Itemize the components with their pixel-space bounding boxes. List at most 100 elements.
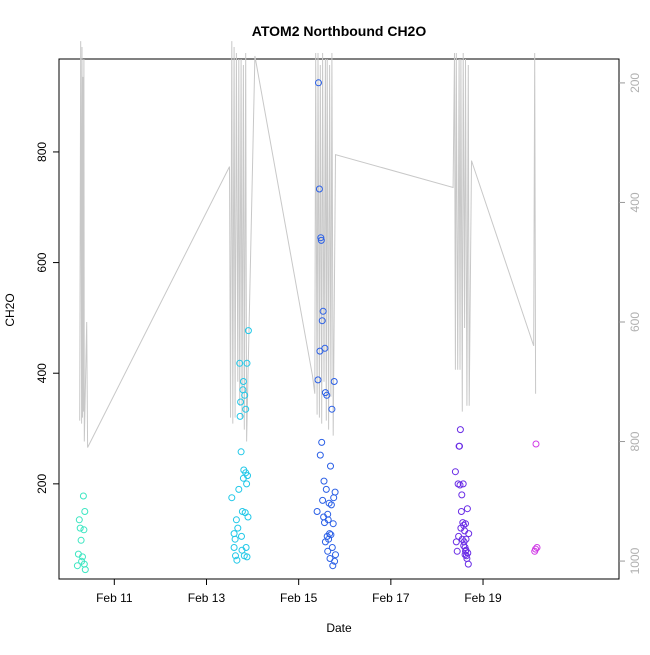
data-point <box>330 494 338 502</box>
data-point <box>324 547 332 555</box>
data-point <box>316 451 324 459</box>
data-point <box>315 185 323 193</box>
y-tick-label: 800 <box>35 142 49 162</box>
data-point <box>453 547 461 555</box>
data-point <box>321 538 329 546</box>
data-point <box>456 442 463 450</box>
data-point <box>461 551 469 559</box>
data-point <box>315 79 322 87</box>
data-point <box>319 307 327 315</box>
data-point <box>322 485 330 493</box>
data-points-layer <box>73 79 541 574</box>
x-tick-label: Feb 13 <box>188 591 226 605</box>
data-point <box>324 516 332 524</box>
data-point <box>242 405 250 413</box>
plot-frame <box>58 58 620 580</box>
data-point <box>327 501 335 509</box>
x-tick-label: Feb 15 <box>280 591 318 605</box>
data-point <box>459 480 467 488</box>
data-point <box>80 560 88 568</box>
data-point <box>532 440 540 448</box>
right-tick-label: 400 <box>628 192 642 212</box>
data-point <box>329 562 337 570</box>
axis-layer: Feb 11 Feb 13 Feb 15 Feb 17 Feb 19 200 400 600 8… <box>35 73 642 605</box>
data-point <box>330 378 338 385</box>
data-point <box>317 234 325 242</box>
data-point <box>244 327 252 335</box>
data-point <box>77 536 85 544</box>
data-point <box>331 488 339 496</box>
right-tick-label: 1000 <box>628 547 642 574</box>
data-point <box>81 508 89 515</box>
data-point <box>456 426 464 434</box>
data-point <box>231 535 239 543</box>
data-point <box>237 448 245 456</box>
data-point <box>331 557 339 565</box>
data-point <box>239 378 247 385</box>
data-point <box>79 553 86 561</box>
data-point <box>314 376 322 384</box>
data-point <box>242 544 250 551</box>
data-point <box>451 468 459 476</box>
data-point <box>236 359 244 367</box>
data-point <box>320 477 328 485</box>
data-point <box>318 317 326 325</box>
data-point <box>332 551 339 559</box>
data-point <box>328 405 336 413</box>
y-tick-label: 200 <box>35 474 49 494</box>
data-point <box>230 530 238 538</box>
data-point <box>458 491 466 499</box>
data-point <box>79 492 87 500</box>
data-point <box>243 480 251 488</box>
data-point <box>319 496 327 504</box>
secondary-line <box>79 41 537 448</box>
data-point <box>462 547 469 555</box>
data-point <box>233 556 241 564</box>
data-point <box>81 566 89 574</box>
y-tick-label: 600 <box>35 252 49 272</box>
x-tick-label: Feb 19 <box>464 591 502 605</box>
data-point <box>321 344 329 352</box>
secondary-line-layer <box>79 41 537 448</box>
data-point <box>533 544 541 551</box>
data-point <box>244 513 252 521</box>
data-point <box>232 552 239 560</box>
data-point <box>313 508 321 515</box>
x-tick-label: Feb 11 <box>96 591 133 605</box>
data-point <box>73 562 81 570</box>
data-point <box>465 530 473 538</box>
data-point <box>329 520 337 528</box>
data-point <box>238 532 245 540</box>
data-point <box>234 524 242 532</box>
data-point <box>243 359 251 367</box>
data-point <box>232 516 240 524</box>
data-point <box>464 560 472 568</box>
data-point <box>76 524 84 532</box>
data-point <box>457 508 465 515</box>
data-point <box>323 391 331 399</box>
data-point <box>80 526 88 534</box>
data-point <box>328 544 336 551</box>
x-axis-label: Date <box>326 621 352 635</box>
data-point <box>228 494 236 502</box>
chart-title: ATOM2 Northbound CH2O <box>252 23 427 39</box>
right-tick-label: 200 <box>628 73 642 93</box>
data-point <box>462 520 469 528</box>
data-point <box>317 236 325 244</box>
data-point <box>462 535 470 543</box>
right-tick-label: 800 <box>628 431 642 451</box>
y-tick-label: 400 <box>35 363 49 383</box>
data-point <box>236 412 244 420</box>
right-tick-label: 600 <box>628 312 642 332</box>
data-point <box>243 553 251 561</box>
x-tick-label: Feb 17 <box>372 591 410 605</box>
data-point <box>318 438 326 446</box>
data-point <box>532 545 540 553</box>
data-point <box>456 481 464 489</box>
data-point <box>326 530 334 538</box>
data-point <box>230 544 238 551</box>
data-point <box>463 505 471 513</box>
data-point <box>235 485 243 493</box>
